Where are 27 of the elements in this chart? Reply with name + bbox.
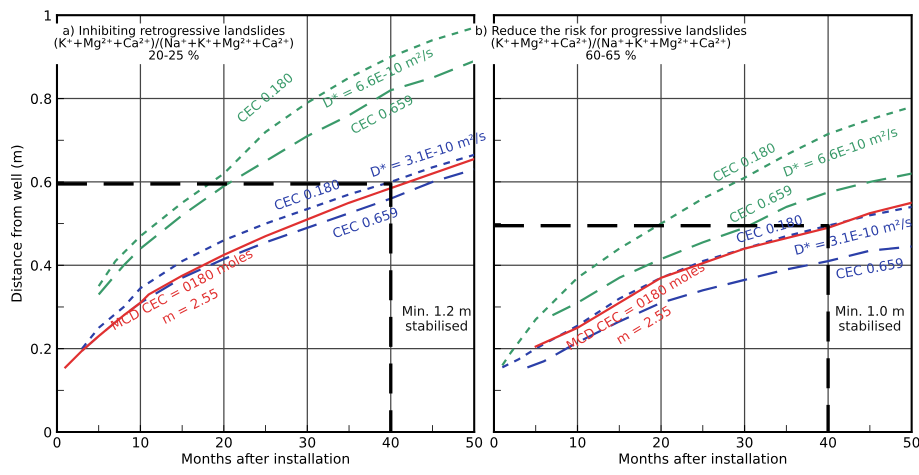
x-tick-label: 10 — [570, 437, 586, 448]
annotation: CEC 0.659 — [836, 258, 904, 280]
x-tick-label: 10 — [133, 437, 148, 448]
x-tick-label: 0 — [490, 437, 498, 448]
text: (K⁺+Mg²⁺+Ca²⁺)/(Na⁺+K⁺+Mg²⁺+Ca²⁺) 60-65 % — [492, 38, 730, 60]
x-tick-label: 40 — [820, 437, 836, 448]
y-tick-label: 1 — [44, 10, 51, 20]
y-tick-label: 0.2 — [30, 344, 51, 354]
y-tick-label: 0.4 — [30, 260, 52, 271]
x-tick-label: 40 — [382, 437, 399, 448]
x-axis-title: Months after installation — [182, 453, 349, 464]
y-axis-title: Distance from well (m) — [11, 146, 24, 302]
x-tick-label: 0 — [53, 437, 60, 448]
text: a) Inhibiting retrogressive landslides — [63, 26, 285, 38]
y-tick-label: 0.8 — [30, 94, 52, 104]
text: b) Reduce the risk for progressive landslides — [476, 26, 746, 38]
x-tick-label: 30 — [300, 437, 316, 448]
x-tick-label: 20 — [653, 437, 669, 448]
x-tick-label: 30 — [736, 437, 752, 448]
annotation: Min. 1.2 m stabilised — [403, 306, 470, 331]
x-tick-label: 50 — [466, 437, 482, 448]
text: (K⁺+Mg²⁺+Ca²⁺)/(Na⁺+K⁺+Mg²⁺+Ca²⁺) 20-25 % — [54, 38, 293, 60]
x-tick-label: 20 — [216, 437, 232, 448]
y-tick-label: 0 — [44, 426, 52, 438]
annotation: Min. 1.0 m stabilised — [836, 306, 904, 331]
y-tick-label: 0.6 — [30, 176, 52, 188]
x-axis-title: Months after installation — [620, 453, 786, 464]
